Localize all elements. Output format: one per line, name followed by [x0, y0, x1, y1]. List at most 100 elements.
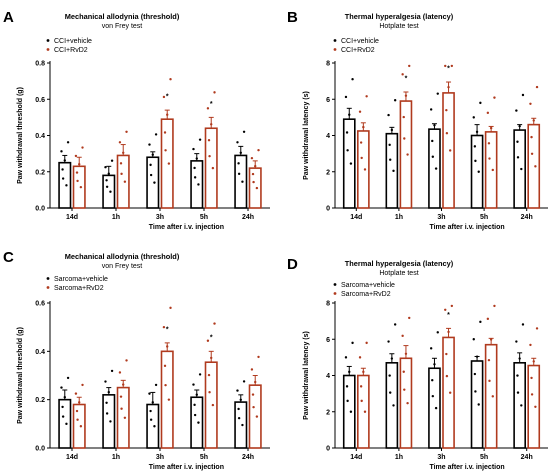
data-point [516, 374, 519, 377]
data-point [445, 352, 448, 356]
data-point [237, 162, 240, 165]
data-point [239, 151, 242, 155]
data-point [445, 374, 449, 378]
data-point [118, 141, 122, 144]
data-point [75, 409, 79, 413]
data-point [445, 108, 448, 112]
data-point [61, 415, 65, 418]
data-point [392, 404, 395, 407]
data-point [473, 145, 477, 148]
y-tick-label: 0.4 [35, 349, 45, 356]
bar [442, 336, 455, 449]
panel-letter: B [287, 9, 298, 26]
x-tick-label: 14d [350, 214, 362, 221]
data-point [362, 125, 365, 129]
x-tick-label: 5h [200, 454, 208, 461]
data-point [110, 369, 114, 373]
y-axis-label: Paw withdrawal threshold (g) [17, 327, 24, 424]
data-point [363, 168, 367, 171]
bar [58, 398, 72, 449]
data-point [359, 141, 363, 144]
data-point [444, 64, 447, 68]
data-point [207, 373, 211, 377]
data-point [389, 391, 392, 394]
data-point [401, 334, 404, 338]
data-point [529, 102, 532, 105]
data-point [213, 322, 216, 325]
data-point [166, 113, 169, 116]
legend-marker [333, 283, 337, 286]
chart-title: Thermal hyperalgesia (latency) [345, 12, 454, 21]
y-tick-label: 0.2 [35, 169, 45, 176]
bar [204, 361, 218, 449]
data-point [151, 401, 154, 404]
data-point [429, 347, 433, 350]
bar [190, 396, 204, 449]
data-point [211, 403, 215, 407]
data-point [78, 401, 81, 404]
data-point [164, 149, 167, 152]
data-point [242, 130, 246, 133]
data-point [489, 126, 493, 130]
chart-subtitle: Hotplate test [379, 23, 418, 30]
panel-letter: D [287, 256, 298, 273]
data-point [360, 399, 363, 403]
data-point [479, 320, 482, 324]
x-axis-label: Time after i.v. injection [429, 224, 504, 231]
y-axis-label: Paw withdrawal latency (s) [303, 91, 310, 180]
bar [234, 154, 248, 209]
data-point [169, 78, 172, 81]
data-point [122, 151, 125, 155]
x-tick-label: 3h [156, 454, 164, 461]
chart-title: Thermal hyperalgesia (latency) [345, 259, 454, 268]
data-point [450, 304, 454, 308]
data-point [60, 150, 63, 153]
data-point [486, 317, 490, 321]
data-point [388, 143, 391, 147]
bar [527, 364, 541, 449]
data-point [346, 399, 349, 403]
data-point [107, 390, 110, 394]
data-point [444, 308, 447, 311]
data-point [520, 167, 523, 171]
x-tick-label: 5h [480, 214, 488, 221]
bar [385, 132, 399, 209]
data-point [472, 338, 475, 341]
data-point [404, 94, 408, 97]
data-point [349, 162, 353, 165]
y-tick-label: 8 [326, 301, 330, 308]
data-point [491, 395, 494, 398]
data-point [192, 147, 195, 151]
data-point [149, 418, 153, 421]
bar [342, 374, 356, 449]
data-point [162, 95, 166, 99]
data-point [491, 168, 494, 172]
bar [513, 129, 527, 209]
legend-label: Sarcoma+RvD2 [341, 291, 391, 298]
data-point [105, 185, 109, 188]
data-point [193, 413, 197, 417]
data-point [493, 96, 496, 99]
data-point [344, 95, 348, 99]
data-point [450, 64, 454, 68]
legend-label: Sarcoma+RvD2 [54, 285, 104, 292]
data-point [486, 111, 490, 115]
data-point [213, 91, 216, 94]
bar [102, 394, 116, 449]
legend-marker [333, 39, 337, 42]
data-point [239, 398, 242, 401]
data-point [362, 370, 365, 374]
data-point [193, 403, 196, 407]
data-point [251, 172, 255, 176]
data-point [257, 148, 260, 152]
bar [442, 92, 455, 209]
data-point [474, 159, 477, 163]
y-tick-label: 2 [326, 169, 330, 176]
data-point [535, 85, 539, 89]
data-point [61, 405, 64, 409]
data-point [360, 156, 363, 160]
significance-marker: * [405, 75, 408, 82]
data-point [166, 345, 169, 348]
chart-subtitle: Hotplate test [379, 270, 418, 277]
data-point [149, 173, 153, 177]
